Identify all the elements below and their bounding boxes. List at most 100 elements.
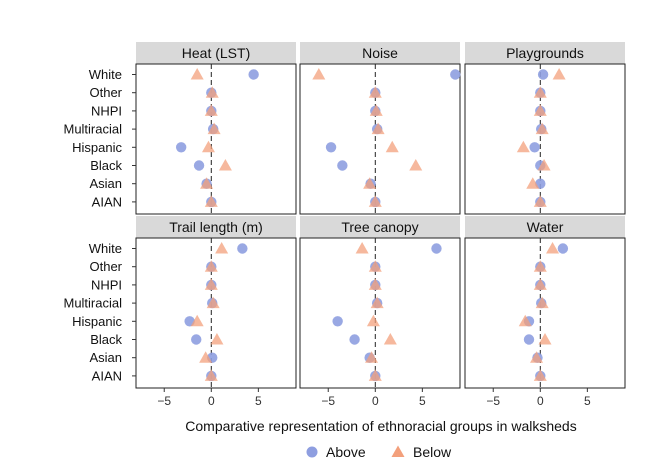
point-above [537,69,549,80]
point-below [363,177,377,189]
point-below [365,351,379,363]
point-below [371,122,385,135]
point-below [368,260,382,272]
point-above [175,142,187,153]
point-below [552,68,566,80]
category-label: Asian [89,350,122,365]
point-above [193,160,205,171]
legend-label-below: Below [413,444,452,460]
panel-frame-tree-canopy [299,237,461,389]
point-below [533,278,547,290]
point-below [204,369,218,381]
point-below [218,159,232,171]
point-above [523,334,535,345]
point-below [533,195,547,207]
point-below [537,159,551,171]
point-below [201,140,215,153]
point-above [557,243,569,254]
point-below [205,86,219,98]
point-below [368,278,382,290]
point-below [368,369,382,381]
point-below [368,195,382,207]
category-label: Other [89,259,122,274]
point-below [215,242,229,254]
point-above [248,69,259,80]
legend-swatch-below [391,445,405,457]
category-label: White [89,241,122,256]
point-below [204,195,218,207]
point-below [199,351,213,363]
point-below [366,314,380,327]
point-below [207,122,221,135]
x-tick-label: 5 [419,394,426,408]
x-tick-label: 0 [537,394,544,408]
point-below [190,68,204,80]
point-below [210,333,224,345]
x-tick-label: −5 [486,394,500,408]
point-below [538,333,552,345]
strip-title-noise: Noise [362,45,398,61]
point-below [518,314,532,327]
point-below [533,369,547,381]
category-label: NHPI [91,277,122,292]
point-below [200,177,214,189]
point-below [312,68,326,80]
point-above [349,334,360,345]
point-below [368,86,382,98]
strip-noise [300,42,460,64]
point-below [526,177,540,189]
strip-title-playgrounds: Playgrounds [506,45,584,61]
category-label: Black [90,158,122,173]
category-label: Black [90,332,122,347]
point-above [237,243,248,254]
category-label: Multiracial [63,122,122,137]
x-tick-label: −5 [157,394,171,408]
point-above [191,334,202,345]
strip-heat-lst [136,42,296,64]
point-above [529,142,540,153]
point-below [204,278,218,290]
strip-tree-canopy [300,216,460,238]
strip-title-trail-length-m: Trail length (m) [169,219,263,235]
point-above [325,142,337,153]
point-below [535,122,549,135]
point-below [370,296,384,309]
strip-water [465,216,625,238]
point-below [383,333,397,345]
point-below [206,296,220,309]
point-below [533,260,547,272]
point-below [530,351,544,363]
x-tick-label: 0 [372,394,379,408]
point-below [516,140,530,153]
point-below [385,140,399,153]
panel-frame-trail-length-m [135,237,297,389]
x-tick-label: 5 [584,394,591,408]
category-label: Other [89,85,122,100]
category-label: AIAN [92,368,122,383]
category-label: NHPI [91,103,122,118]
point-above [332,316,343,327]
point-above [337,160,348,171]
panel-frame-noise [299,63,461,215]
panel-frame-heat-lst [135,63,297,215]
legend-label-above: Above [326,444,366,460]
category-label: Asian [89,176,122,191]
point-below [204,260,218,272]
strip-playgrounds [465,42,625,64]
point-below [533,86,547,98]
point-below [190,314,204,327]
strip-title-heat-lst: Heat (LST) [182,45,250,61]
point-below [533,104,547,116]
point-below [369,104,383,116]
strip-title-tree-canopy: Tree canopy [341,219,418,235]
legend-swatch-above [306,446,318,458]
category-label: White [89,67,122,82]
point-below [355,242,369,254]
category-label: Hispanic [72,314,122,329]
x-tick-label: 5 [255,394,262,408]
category-label: AIAN [92,194,122,209]
point-below [546,242,560,254]
strip-trail-length-m [136,216,296,238]
strip-title-water: Water [527,219,564,235]
panel-frame-water [464,237,626,389]
